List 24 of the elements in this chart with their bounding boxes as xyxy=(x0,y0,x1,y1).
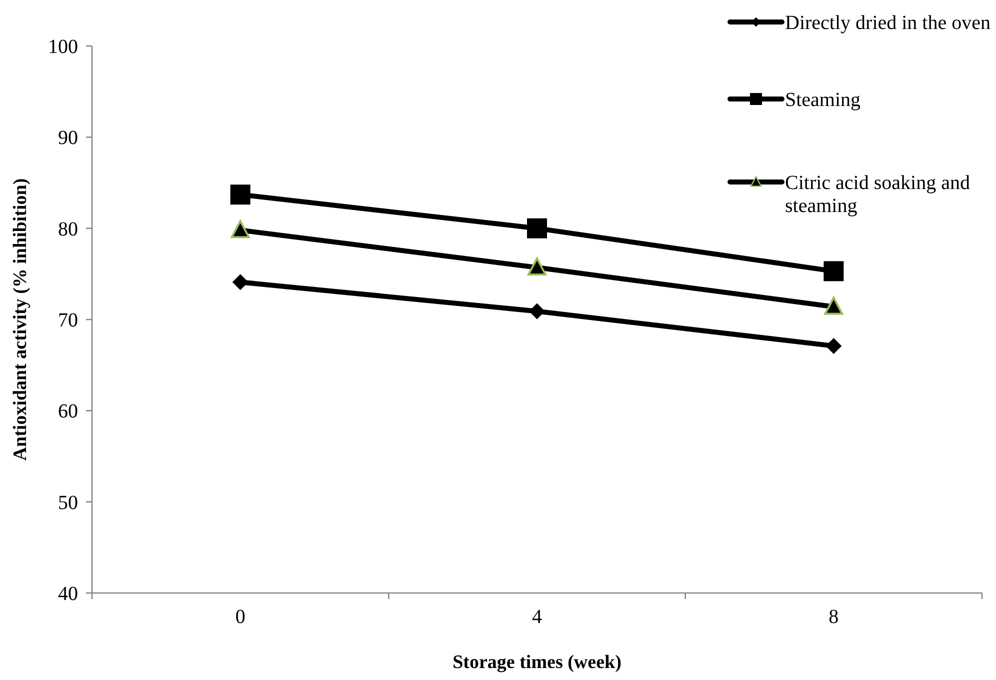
y-tick-label: 70 xyxy=(58,310,78,332)
point xyxy=(230,220,250,238)
x-axis-title: Storage times (week) xyxy=(452,652,622,673)
y-tick-label: 60 xyxy=(58,400,78,423)
point xyxy=(232,274,248,290)
y-tick-label: 90 xyxy=(58,127,78,150)
point xyxy=(230,184,250,205)
legend-label: Directly dried in the oven xyxy=(785,12,990,34)
legend-label: Citric acid soaking and steaming xyxy=(785,172,970,217)
y-tick-label: 100 xyxy=(48,36,78,58)
point xyxy=(824,296,844,315)
y-tick-label: 40 xyxy=(58,583,78,605)
y-tick-label: 50 xyxy=(58,492,78,514)
point xyxy=(529,303,545,320)
legend-label: Steaming xyxy=(785,89,861,111)
point xyxy=(824,261,844,282)
y-tick-label: 80 xyxy=(58,218,78,240)
point xyxy=(527,218,547,238)
x-tick-label: 4 xyxy=(532,606,542,628)
point xyxy=(826,338,842,354)
x-tick-label: 0 xyxy=(235,606,246,628)
point xyxy=(528,258,546,276)
x-tick-label: 8 xyxy=(828,606,839,628)
y-axis-title: Antioxidant activity (% inhibition) xyxy=(10,178,31,461)
